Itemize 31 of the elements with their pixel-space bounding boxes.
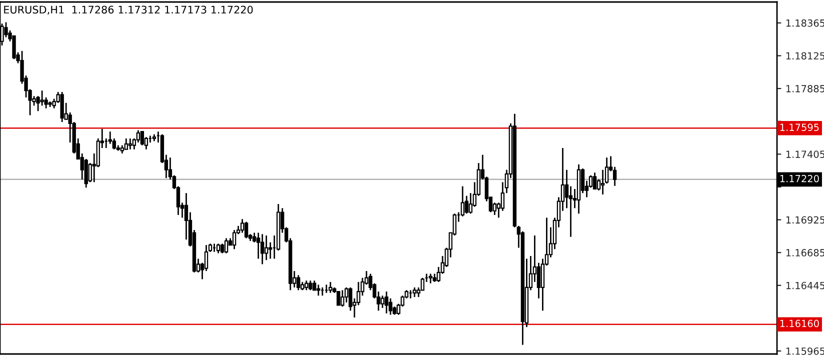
candlestick <box>428 273 432 284</box>
ref-line-label: 1.17220 <box>780 174 819 182</box>
candlestick <box>4 22 8 38</box>
chart-title: EURUSD,H1 1.17286 1.17312 1.17173 1.17220 <box>4 6 253 15</box>
candlestick <box>124 138 128 150</box>
candlestick <box>384 290 388 314</box>
candlestick <box>40 90 44 106</box>
candlestick <box>224 238 228 254</box>
candlestick <box>260 233 264 265</box>
candlestick <box>128 138 132 150</box>
ref-line-label: 1.17595 <box>780 124 819 131</box>
candlestick <box>304 280 308 291</box>
candlestick <box>592 172 597 190</box>
candlestick <box>140 130 144 146</box>
candlestick <box>296 274 300 291</box>
candlestick <box>316 284 320 296</box>
candlestick <box>244 221 248 239</box>
candlestick <box>232 229 236 250</box>
candlestick <box>344 286 348 304</box>
ref-line-label: 1.16160 <box>780 320 819 328</box>
candlestick <box>240 218 244 234</box>
candlestick <box>60 91 64 123</box>
candlestick <box>308 280 312 291</box>
candlestick <box>336 290 340 306</box>
candlestick <box>412 286 416 298</box>
candlestick <box>264 234 268 261</box>
candlestick <box>220 242 224 254</box>
candlestick <box>328 281 332 294</box>
candlestick <box>216 242 220 254</box>
candlestick <box>340 289 344 308</box>
candlestick <box>380 294 384 309</box>
